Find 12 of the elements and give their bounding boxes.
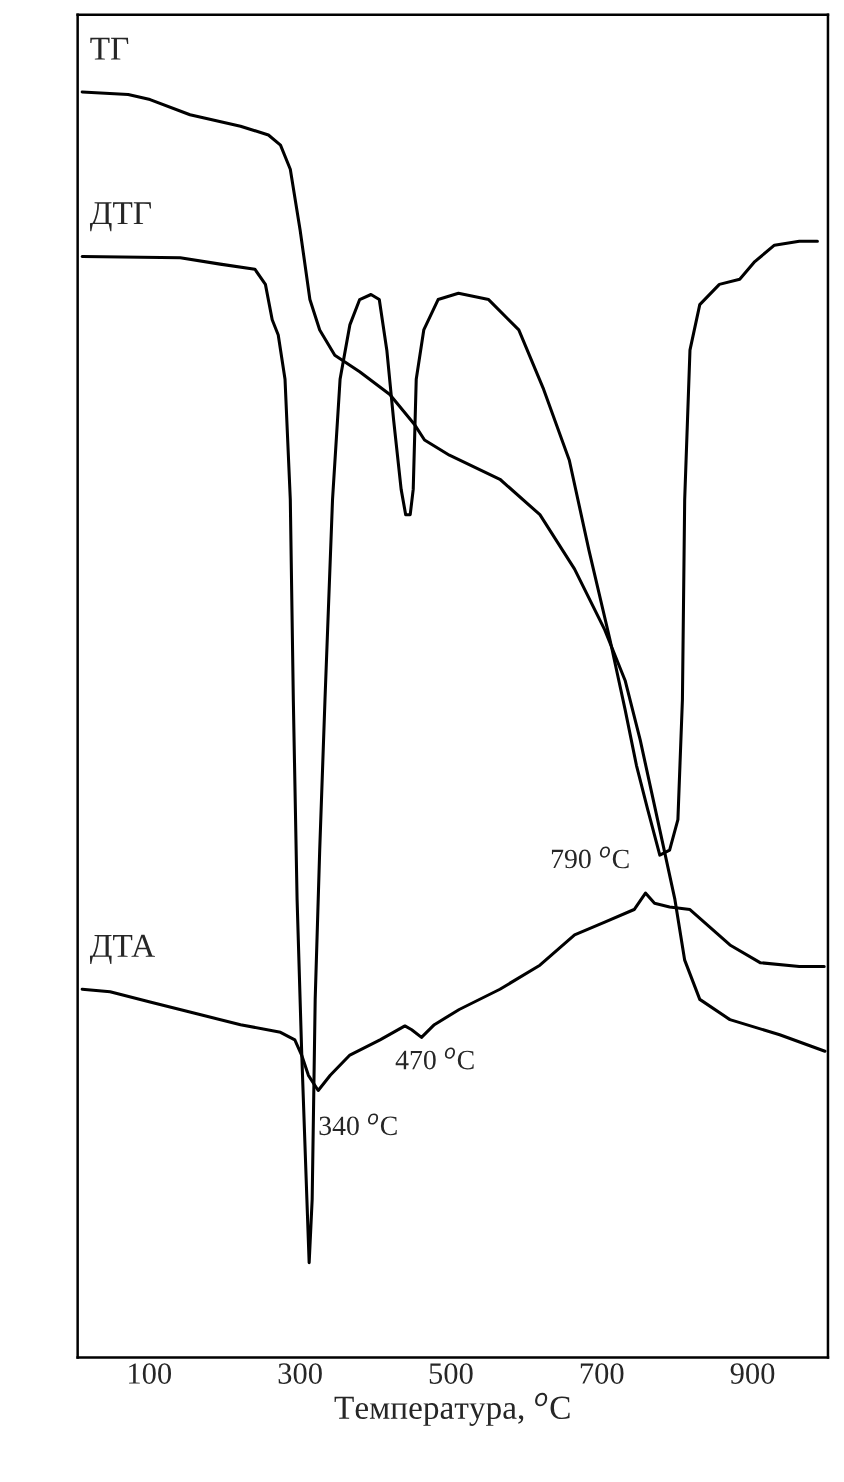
x-tick-label: 100: [129, 1363, 172, 1384]
annotation: 340 $^{o}$C: [319, 1113, 397, 1136]
annotation: 470 $^{o}$C: [395, 1047, 474, 1070]
series-label: ТГ: [90, 37, 129, 60]
x-tick-label: 900: [730, 1363, 775, 1384]
series-label: ДТГ: [89, 202, 152, 232]
x-tick-label: 300: [278, 1363, 322, 1384]
x-tick-label: 700: [580, 1363, 624, 1384]
series-label: ДТА: [89, 934, 155, 964]
x-axis-title: Температура, $^{o}$C: [334, 1392, 570, 1426]
annotation: 790 $^{o}$C: [551, 846, 629, 869]
x-tick-label: 500: [429, 1363, 473, 1384]
